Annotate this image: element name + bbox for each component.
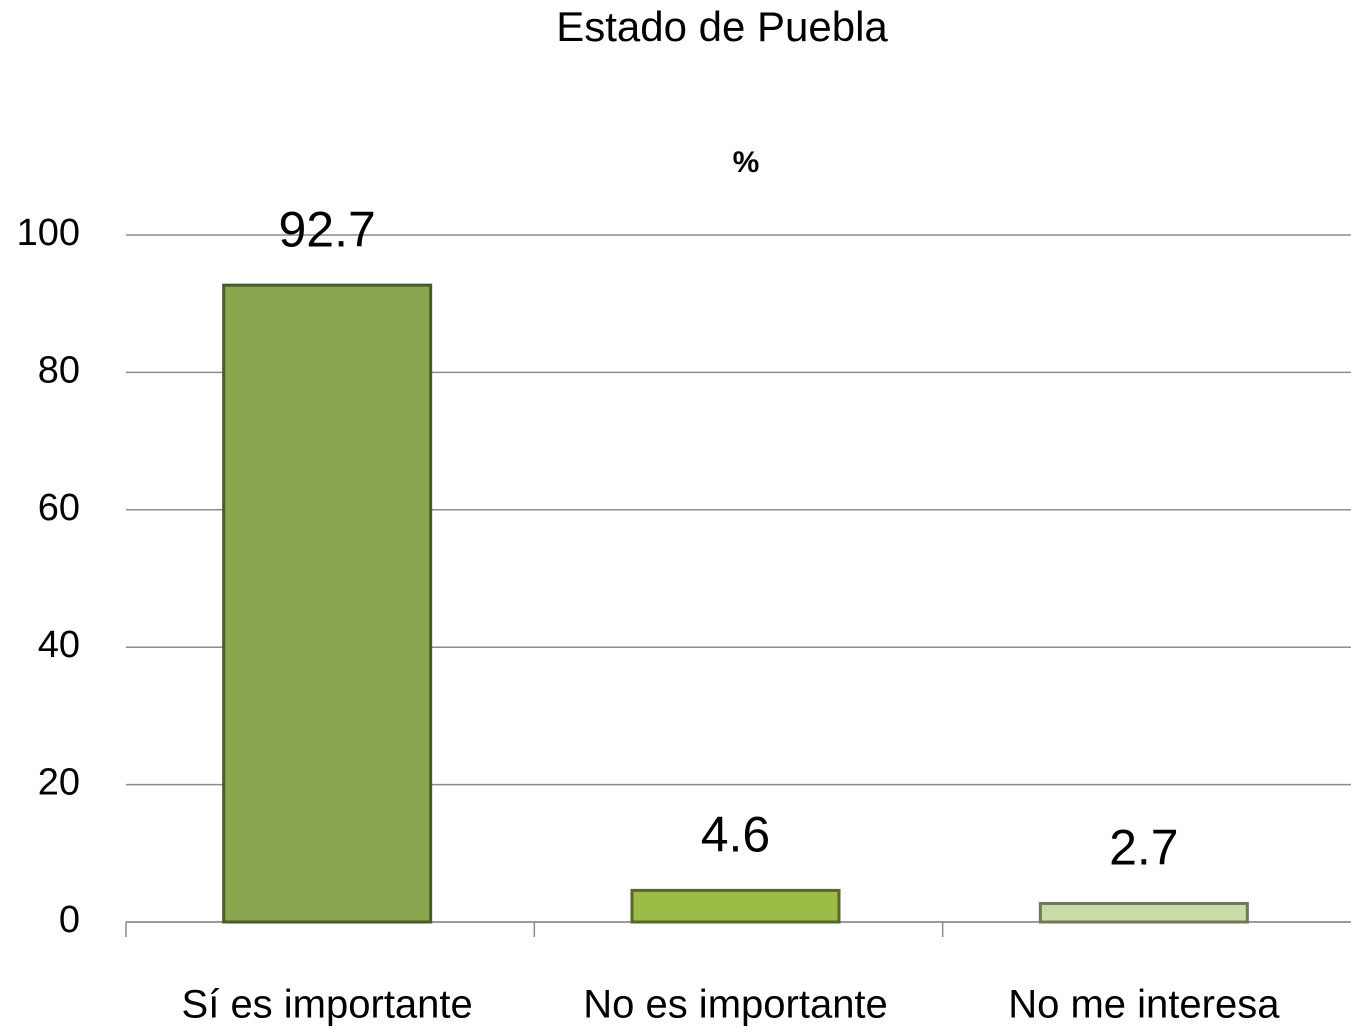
bar — [630, 888, 841, 924]
y-tick-label: 60 — [38, 487, 80, 529]
y-tick-label: 40 — [38, 624, 80, 666]
value-label: 2.7 — [1109, 820, 1179, 876]
x-tick-label: No me interesa — [1008, 983, 1280, 1027]
chart-title: Estado de Puebla — [556, 3, 888, 50]
bar — [222, 283, 433, 924]
chart-subtitle: % — [733, 146, 760, 179]
value-label: 4.6 — [701, 807, 771, 863]
x-tick-label: No es importante — [583, 983, 888, 1027]
value-label: 92.7 — [279, 201, 376, 257]
y-tick-label: 80 — [38, 349, 80, 391]
y-tick-label: 20 — [38, 762, 80, 804]
y-tick-label: 100 — [17, 212, 80, 254]
x-tick-label: Sí es importante — [182, 983, 473, 1027]
y-tick-label: 0 — [59, 899, 80, 941]
bar — [1038, 901, 1249, 924]
